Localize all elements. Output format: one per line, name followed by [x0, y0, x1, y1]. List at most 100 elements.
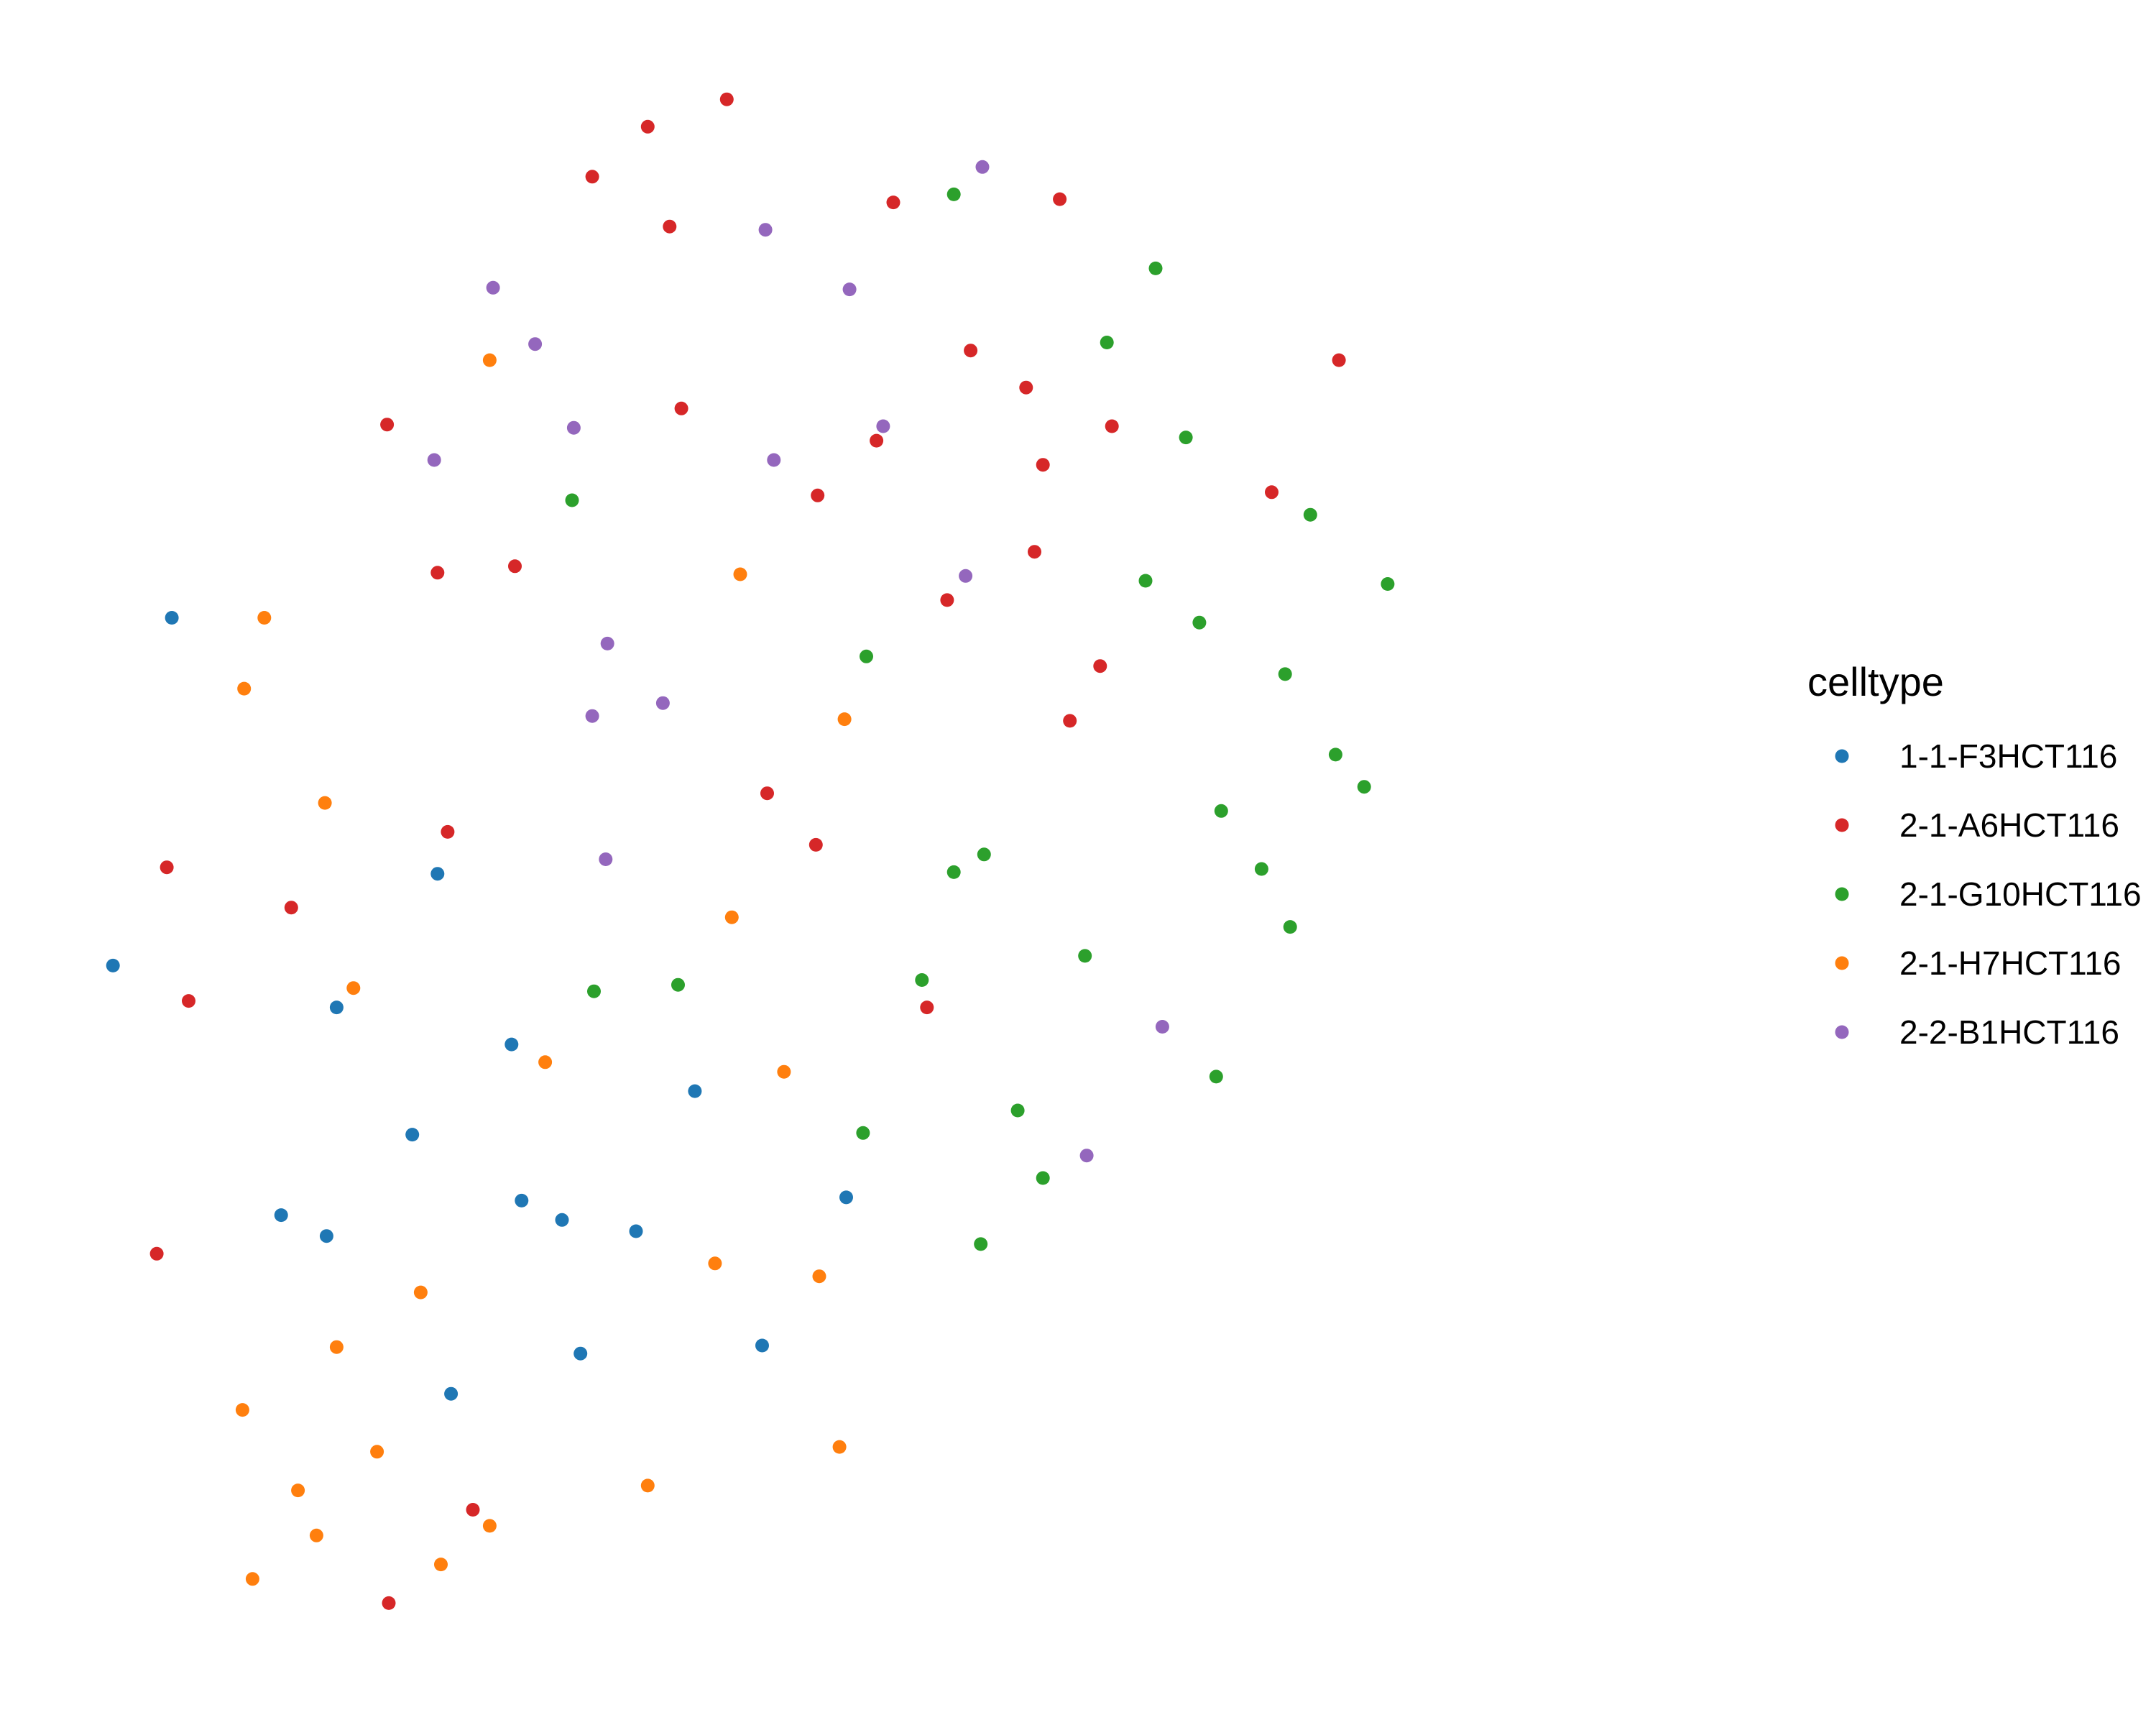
data-point: [688, 1084, 702, 1098]
legend-item: 1-1-F3HCT116: [1835, 737, 2117, 775]
data-point: [915, 973, 929, 987]
series-2-2-B1HCT116: [427, 160, 1169, 1163]
data-point: [505, 1037, 519, 1052]
data-point: [920, 1000, 934, 1015]
data-point: [977, 847, 991, 862]
legend-label: 2-1-H7HCT116: [1899, 944, 2121, 982]
data-point: [1303, 507, 1317, 522]
series-1-1-F3HCT116: [106, 611, 853, 1401]
data-point: [1036, 1171, 1050, 1185]
data-point: [1036, 458, 1050, 472]
data-point: [856, 1126, 870, 1140]
data-point: [430, 566, 445, 580]
data-point: [235, 1403, 249, 1417]
data-point: [1010, 1103, 1025, 1118]
data-point: [346, 981, 361, 995]
data-point: [767, 453, 781, 467]
data-point: [482, 353, 497, 367]
legend-item: 2-1-H7HCT116: [1835, 944, 2121, 982]
data-point: [237, 681, 252, 696]
data-point: [886, 196, 900, 210]
data-point: [1148, 261, 1163, 275]
data-point: [758, 223, 773, 237]
data-point: [640, 1478, 655, 1493]
data-point: [663, 219, 677, 234]
data-point: [808, 837, 823, 852]
legend-label: 2-2-B1HCT116: [1899, 1013, 2119, 1051]
data-point: [1283, 920, 1297, 934]
data-point: [1063, 714, 1077, 728]
data-point: [671, 978, 685, 992]
data-point: [382, 1596, 396, 1610]
legend-key: [1835, 749, 1849, 763]
data-point: [515, 1193, 529, 1208]
legend-item: 2-1-A6HCT116: [1835, 806, 2119, 844]
data-point: [1078, 949, 1092, 963]
data-point: [708, 1256, 722, 1271]
legend-label: 2-1-A6HCT116: [1899, 806, 2119, 844]
data-point: [719, 92, 734, 106]
data-point: [466, 1503, 480, 1517]
data-point: [1093, 659, 1107, 673]
data-point: [1254, 862, 1268, 876]
data-point: [106, 958, 120, 972]
data-point: [380, 418, 395, 432]
data-point: [1332, 353, 1346, 367]
data-point: [566, 420, 581, 435]
data-point: [1192, 615, 1207, 630]
data-point: [427, 453, 441, 467]
data-point: [812, 1269, 826, 1284]
data-point: [1357, 780, 1371, 794]
data-point: [1155, 1020, 1169, 1034]
legend-key: [1835, 818, 1849, 832]
data-point: [284, 901, 298, 915]
data-point: [165, 611, 179, 625]
data-point: [405, 1128, 420, 1142]
data-point: [940, 593, 954, 607]
data-point: [430, 867, 445, 881]
data-point: [444, 1386, 459, 1401]
data-point: [587, 984, 601, 998]
data-point: [319, 1229, 333, 1243]
legend-key: [1835, 956, 1849, 970]
legend-label: 2-1-G10HCT116: [1899, 875, 2142, 913]
data-point: [318, 796, 332, 810]
data-point: [755, 1338, 769, 1353]
data-point: [1209, 1070, 1223, 1084]
data-point: [274, 1208, 288, 1223]
data-point: [811, 488, 825, 502]
data-point: [1265, 485, 1279, 500]
data-point: [309, 1528, 323, 1542]
data-point: [149, 1246, 164, 1261]
data-point: [975, 160, 990, 174]
data-point: [585, 170, 599, 184]
data-point: [413, 1285, 428, 1300]
data-point: [1381, 577, 1395, 591]
data-point: [434, 1558, 448, 1572]
data-point: [329, 1340, 344, 1354]
data-point: [538, 1055, 553, 1070]
data-point: [585, 709, 599, 723]
data-point: [760, 786, 774, 801]
data-point: [777, 1064, 791, 1079]
data-point: [860, 649, 873, 663]
series-2-1-G10HCT116: [565, 187, 1395, 1251]
data-point: [182, 994, 195, 1008]
legend: celltype 1-1-F3HCT116 2-1-A6HCT116 2-1-G10…: [1807, 659, 2142, 1051]
data-point: [528, 337, 543, 351]
data-point: [655, 696, 670, 710]
legend-key: [1835, 1025, 1849, 1039]
data-point: [946, 865, 961, 879]
data-point: [370, 1445, 384, 1459]
data-point: [486, 280, 500, 295]
legend-item: 2-2-B1HCT116: [1835, 1013, 2119, 1051]
data-point: [1019, 380, 1033, 395]
data-point: [329, 1000, 344, 1015]
data-point: [733, 567, 747, 581]
data-point: [946, 187, 961, 201]
data-point: [876, 419, 890, 433]
data-point: [674, 401, 688, 415]
data-point: [441, 824, 455, 839]
